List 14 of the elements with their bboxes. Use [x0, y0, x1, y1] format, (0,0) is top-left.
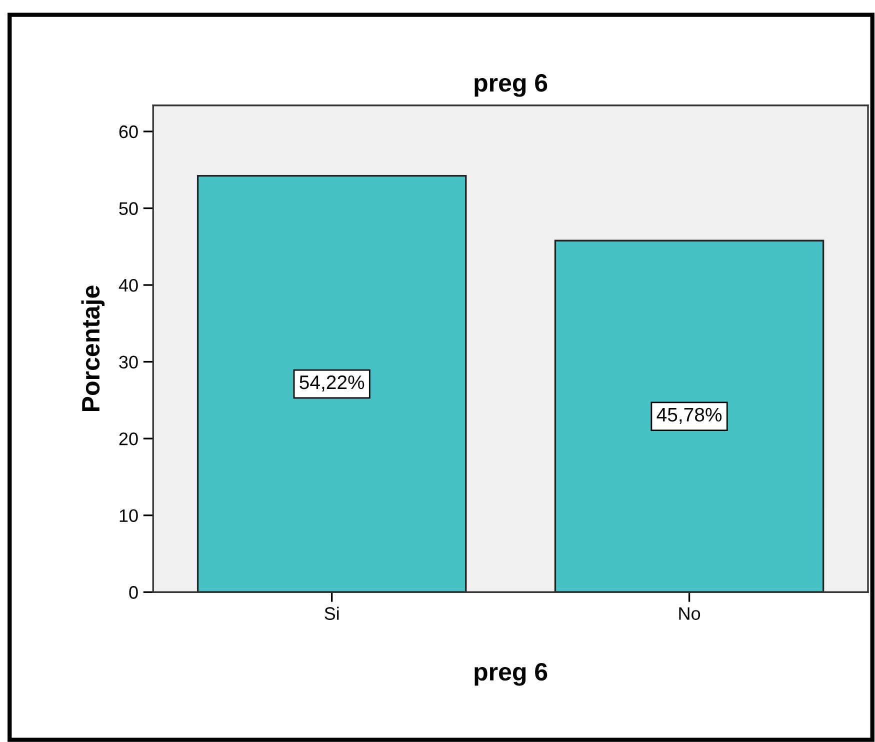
y-axis-title: Porcentaje	[81, 286, 105, 411]
x-axis-title: preg 6	[474, 662, 548, 686]
data-label: 45,78%	[656, 408, 722, 424]
y-tick-label: 30	[119, 356, 138, 369]
x-tick-label: Si	[324, 606, 339, 620]
y-tick-label: 0	[129, 586, 138, 599]
y-tick-label: 10	[120, 509, 138, 522]
chart-title: preg 6	[474, 74, 548, 97]
y-tick-label: 60	[119, 125, 138, 138]
data-label: 54,22%	[300, 375, 364, 392]
x-tick-label: No	[679, 607, 700, 620]
y-tick-label: 20	[119, 432, 138, 446]
y-tick-label: 40	[118, 278, 138, 292]
y-tick-label: 50	[119, 202, 138, 215]
